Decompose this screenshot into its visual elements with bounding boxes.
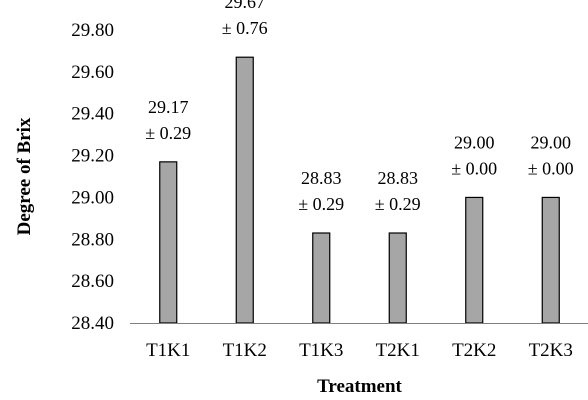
bar-t1k1: [159, 161, 178, 324]
data-label-error: ± 0.29: [375, 194, 421, 214]
y-tick-label: 29.40: [71, 104, 114, 125]
data-label-value: 28.83: [378, 168, 419, 188]
y-axis: 28.40 28.60 28.80 29.00 29.20 29.40 29.60 29.80: [71, 20, 114, 334]
data-label-value: 28.83: [301, 168, 342, 188]
y-tick-label: 29.00: [71, 187, 114, 208]
bar-t2k2: [465, 196, 484, 324]
bar-series: [159, 56, 560, 324]
data-label-value: 29.00: [531, 132, 572, 152]
y-tick-label: 29.20: [71, 146, 114, 167]
bar-t2k3: [541, 196, 560, 324]
x-tick-label: T2K2: [452, 340, 496, 361]
data-label-error: ± 0.00: [528, 158, 574, 178]
data-label-value: 29.17: [148, 97, 189, 117]
data-label-error: ± 0.29: [145, 123, 191, 143]
data-label-error: ± 0.29: [298, 194, 344, 214]
x-tick-label: T2K1: [376, 340, 420, 361]
x-tick-label: T1K2: [223, 340, 267, 361]
data-label-value: 29.67: [225, 0, 266, 12]
bar-t2k1: [388, 232, 407, 324]
x-tick-label: T1K3: [299, 340, 343, 361]
y-tick-label: 29.60: [71, 62, 114, 83]
y-axis-title: Degree of Brix: [14, 117, 35, 235]
bar-t1k3: [312, 232, 331, 324]
x-tick-label: T2K3: [529, 340, 573, 361]
x-tick-label: T1K1: [146, 340, 190, 361]
data-label-error: ± 0.00: [451, 158, 497, 178]
bar-t1k2: [235, 56, 254, 324]
data-label-value: 29.00: [454, 132, 495, 152]
x-axis: T1K1 T1K2 T1K3 T2K1 T2K2 T2K3: [146, 340, 573, 361]
y-tick-label: 28.60: [71, 271, 114, 292]
data-labels: 29.17 ± 0.29 29.67 ± 0.76 28.83 ± 0.29 28.83 ± …: [145, 0, 573, 214]
y-tick-label: 28.80: [71, 229, 114, 250]
x-axis-title: Treatment: [317, 376, 402, 397]
y-tick-label: 29.80: [71, 20, 114, 41]
y-tick-label: 28.40: [71, 313, 114, 334]
data-label-error: ± 0.76: [222, 18, 268, 38]
